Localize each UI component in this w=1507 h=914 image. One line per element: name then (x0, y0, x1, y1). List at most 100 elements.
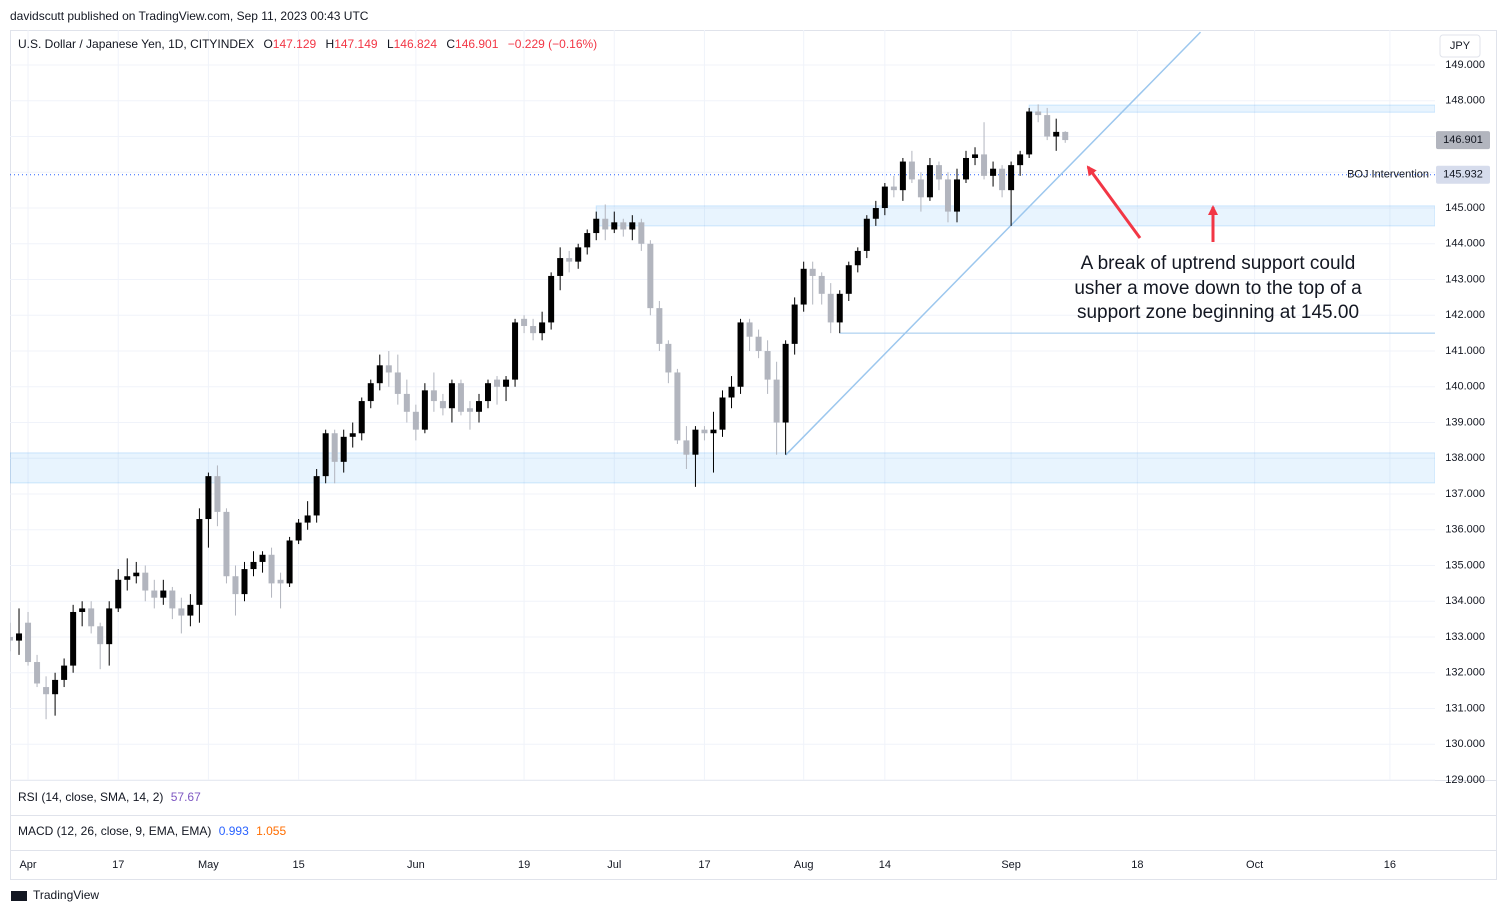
candle-body (629, 222, 636, 230)
candle-body (863, 218, 870, 251)
x-tick-label: May (198, 859, 219, 871)
y-tick-label: 148.000 (1445, 95, 1485, 107)
macd-name: MACD (12, 26, close, 9, EMA, EMA) (18, 824, 211, 838)
candle-body (475, 401, 482, 412)
y-tick-label: 141.000 (1445, 345, 1485, 357)
candle-body (737, 322, 744, 387)
candle-body (385, 365, 392, 373)
candle-body (169, 590, 176, 609)
candle-body (548, 275, 555, 323)
y-tick-label: 133.000 (1445, 631, 1485, 643)
change: −0.229 (−0.16%) (508, 37, 597, 51)
legend: U.S. Dollar / Japanese Yen, 1D, CITYINDE… (18, 37, 597, 51)
candle-body (890, 186, 897, 191)
annotation: support zone beginning at 145.00 (1077, 302, 1359, 323)
x-tick-label: Jul (607, 859, 621, 871)
candle-body (304, 515, 311, 523)
candle-body (647, 243, 654, 309)
candle-body (1035, 111, 1042, 116)
x-tick-label: 16 (1384, 859, 1396, 871)
candle-body (286, 540, 293, 584)
support-zone (1028, 104, 1435, 113)
candle-body (503, 379, 510, 387)
last-price: 146.901 (1443, 134, 1483, 146)
candle-body (972, 154, 979, 158)
candle-body (106, 608, 113, 645)
candle-body (827, 293, 834, 323)
candle-body (178, 608, 185, 616)
rsi-label: RSI (14, close, SMA, 14, 2) 57.67 (18, 790, 201, 804)
candle-body (160, 590, 167, 598)
x-tick-label: Oct (1246, 859, 1263, 871)
candle-body (710, 429, 717, 434)
candle-body (1044, 115, 1051, 137)
y-tick-label: 132.000 (1445, 667, 1485, 679)
candle-body (1053, 131, 1060, 137)
annotation: usher a move down to the top of a (1074, 278, 1362, 299)
publisher: davidscutt published on TradingView.com,… (10, 9, 369, 23)
candle-body (322, 433, 329, 477)
candle-body (674, 372, 681, 441)
candle-body (908, 161, 915, 180)
candle-body (611, 222, 618, 230)
candle-body (403, 393, 410, 412)
candle-body (457, 383, 464, 412)
y-tick-label: 135.000 (1445, 559, 1485, 571)
candle-body (295, 522, 302, 541)
candle-body (800, 268, 807, 305)
candle-body (683, 440, 690, 455)
candle-body (755, 336, 762, 352)
candle-body (575, 247, 582, 262)
candle-body (439, 401, 446, 409)
y-tick-label: 145.000 (1445, 202, 1485, 214)
trend-line (785, 31, 1202, 456)
currency-button[interactable] (1439, 34, 1481, 58)
x-tick-label: Aug (794, 859, 814, 871)
ohlc-label: C (446, 37, 455, 51)
candle-body (719, 397, 726, 430)
candle-body (331, 433, 338, 462)
candle-body (485, 383, 492, 402)
x-tick-label: 14 (879, 859, 891, 871)
rsi-name: RSI (14, close, SMA, 14, 2) (18, 790, 163, 804)
candle-body (854, 250, 861, 266)
candle-body (70, 611, 77, 666)
boj-price: 145.932 (1443, 169, 1483, 181)
candle-body (151, 590, 158, 598)
candle-body (52, 679, 59, 695)
candle-body (899, 161, 906, 191)
x-tick-label: Apr (19, 859, 36, 871)
ohlc-value: 147.129 (273, 37, 317, 51)
candle-body (836, 293, 843, 323)
currency[interactable]: JPY (1450, 40, 1471, 52)
candle-body (1017, 154, 1024, 166)
candle-body (466, 408, 473, 412)
y-tick-label: 143.000 (1445, 273, 1485, 285)
candle-body (412, 411, 419, 430)
macd-label: MACD (12, 26, close, 9, EMA, EMA) 0.993 … (18, 824, 286, 838)
x-tick-label: Sep (1001, 859, 1021, 871)
y-tick-label: 142.000 (1445, 309, 1485, 321)
candle-body (133, 572, 140, 577)
candle-body (809, 268, 816, 276)
ohlc-value: 146.824 (394, 37, 438, 51)
candle-body (421, 390, 428, 430)
candle-body (881, 186, 888, 209)
brand-name[interactable]: TradingView (33, 888, 99, 902)
candle-body (692, 429, 699, 455)
brand[interactable]: TradingView (11, 888, 99, 902)
candle-body (917, 179, 924, 198)
candle-body (259, 554, 266, 562)
boj-price-box (1436, 165, 1490, 184)
candle-body (142, 572, 149, 591)
candle-body (115, 579, 122, 609)
candle-body (845, 265, 852, 294)
candle-body (10, 637, 13, 641)
candle-body (999, 168, 1006, 191)
candle-body (61, 665, 68, 680)
x-tick-label: Jun (407, 859, 425, 871)
arrow (1086, 165, 1142, 239)
x-tick-label: 17 (698, 859, 710, 871)
support-zone (595, 205, 1435, 227)
y-tick-label: 138.000 (1445, 452, 1485, 464)
